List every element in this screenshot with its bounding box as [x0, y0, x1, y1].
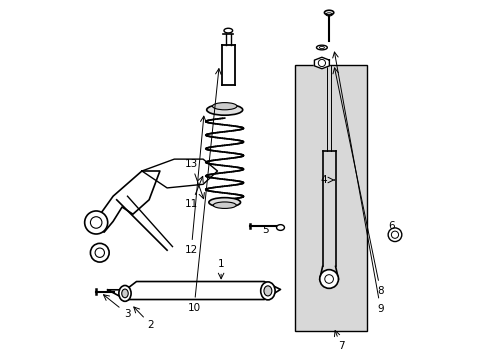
Ellipse shape [324, 10, 333, 15]
Text: 8: 8 [377, 286, 383, 296]
Circle shape [319, 270, 338, 288]
Text: 11: 11 [184, 199, 198, 210]
Ellipse shape [212, 103, 237, 110]
Text: 10: 10 [187, 303, 200, 313]
Circle shape [84, 211, 107, 234]
Circle shape [90, 243, 109, 262]
Text: 6: 6 [387, 221, 394, 231]
Text: 3: 3 [124, 309, 131, 319]
Ellipse shape [264, 286, 271, 296]
Polygon shape [107, 282, 280, 300]
Text: 9: 9 [377, 303, 383, 314]
Ellipse shape [206, 104, 242, 115]
Bar [294, 65, 366, 331]
Ellipse shape [122, 289, 128, 298]
Text: 7: 7 [337, 341, 344, 351]
Circle shape [387, 228, 401, 242]
Ellipse shape [276, 225, 284, 230]
Ellipse shape [213, 202, 236, 208]
Text: 4: 4 [320, 175, 326, 185]
Polygon shape [142, 159, 217, 188]
Text: 5: 5 [262, 225, 268, 235]
Polygon shape [95, 171, 160, 232]
Ellipse shape [208, 198, 240, 207]
Polygon shape [314, 57, 329, 69]
Text: 12: 12 [184, 245, 198, 255]
Text: 1: 1 [217, 258, 224, 269]
Ellipse shape [316, 45, 326, 50]
Ellipse shape [260, 282, 275, 300]
Ellipse shape [224, 28, 232, 33]
Ellipse shape [119, 285, 131, 301]
Text: 13: 13 [184, 159, 198, 169]
Text: 2: 2 [147, 320, 154, 330]
